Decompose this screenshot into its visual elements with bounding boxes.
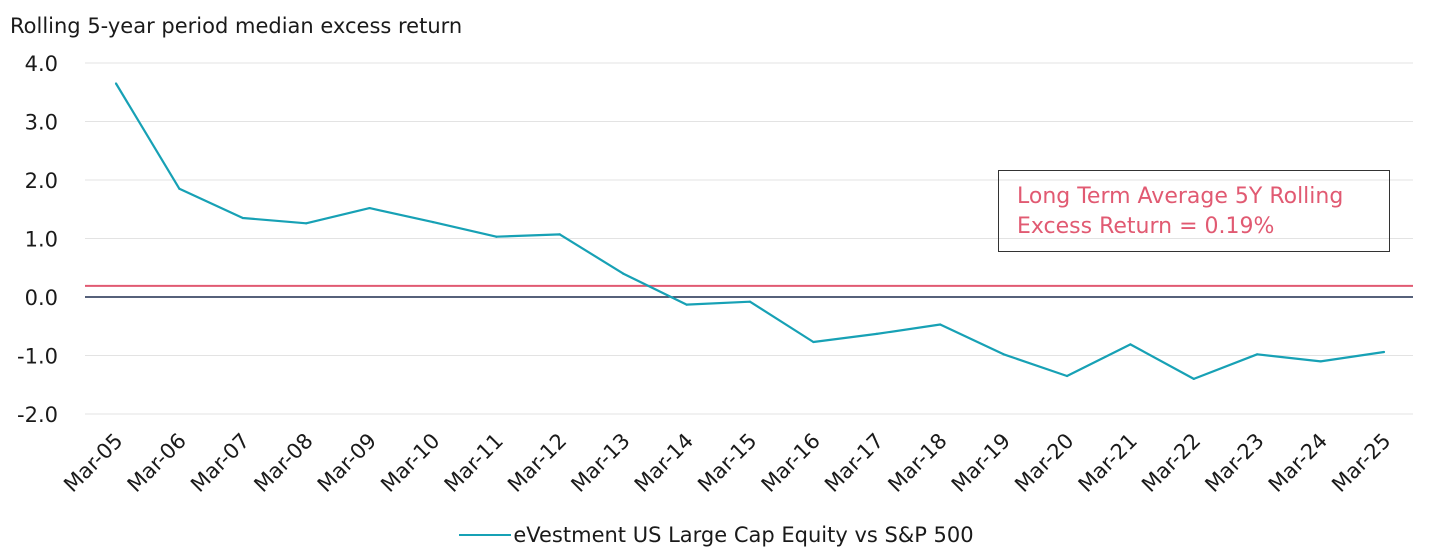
data-point: [431, 221, 435, 224]
x-tick-label: Mar-14: [630, 429, 698, 497]
y-tick-label: 3.0: [25, 111, 58, 135]
data-point: [178, 187, 181, 190]
x-tick-label: Mar-22: [1137, 429, 1205, 497]
data-point: [875, 332, 878, 335]
x-tick-label: Mar-05: [59, 429, 127, 497]
data-point: [1002, 353, 1005, 356]
data-point: [939, 323, 942, 326]
data-point: [622, 272, 625, 275]
data-point: [241, 216, 244, 220]
average-annotation-text: Long Term Average 5Y Rolling Excess Retu…: [1017, 184, 1344, 239]
data-point: [114, 82, 118, 85]
data-point: [1065, 374, 1069, 378]
data-point: [305, 222, 308, 225]
x-tick-label: Mar-09: [313, 429, 381, 497]
y-tick-label: -2.0: [17, 403, 58, 427]
x-tick-label: Mar-08: [249, 429, 317, 497]
data-point: [812, 340, 815, 344]
data-point: [558, 233, 561, 236]
y-tick-label: -1.0: [17, 345, 58, 369]
chart-title: Rolling 5-year period median excess retu…: [10, 14, 463, 38]
x-tick-label: Mar-16: [757, 429, 825, 497]
legend-label: eVestment US Large Cap Equity vs S&P 500: [513, 523, 974, 547]
x-tick-label: Mar-15: [693, 429, 761, 497]
x-tick-label: Mar-20: [1010, 429, 1078, 497]
y-tick-label: 0.0: [25, 286, 58, 310]
data-point: [748, 300, 752, 303]
x-tick-label: Mar-06: [123, 429, 191, 497]
x-tick-label: Mar-21: [1074, 429, 1142, 497]
legend: eVestment US Large Cap Equity vs S&P 500: [0, 522, 1433, 547]
data-point: [368, 206, 371, 210]
x-tick-label: Mar-17: [820, 429, 888, 497]
x-tick-label: Mar-07: [186, 429, 254, 497]
x-tick-label: Mar-19: [947, 429, 1015, 497]
data-point: [685, 303, 688, 306]
x-tick-label: Mar-18: [883, 429, 951, 497]
data-point: [1129, 343, 1132, 346]
x-tick-label: Mar-24: [1264, 429, 1332, 497]
data-point: [1256, 353, 1259, 356]
x-tick-label: Mar-12: [503, 429, 571, 497]
x-tick-label: Mar-23: [1200, 429, 1268, 497]
data-point: [1319, 360, 1322, 363]
y-tick-label: 4.0: [25, 52, 58, 76]
x-tick-label: Mar-25: [1327, 429, 1395, 497]
x-tick-label: Mar-13: [566, 429, 634, 497]
data-point: [1192, 377, 1195, 380]
x-tick-label: Mar-11: [440, 429, 508, 497]
y-tick-label: 2.0: [25, 169, 58, 193]
data-point: [1382, 350, 1386, 354]
x-tick-label: Mar-10: [376, 429, 444, 497]
legend-swatch: [459, 534, 512, 536]
average-annotation-box: Long Term Average 5Y Rolling Excess Retu…: [998, 170, 1390, 252]
y-tick-label: 1.0: [25, 228, 58, 252]
data-point: [495, 235, 498, 238]
